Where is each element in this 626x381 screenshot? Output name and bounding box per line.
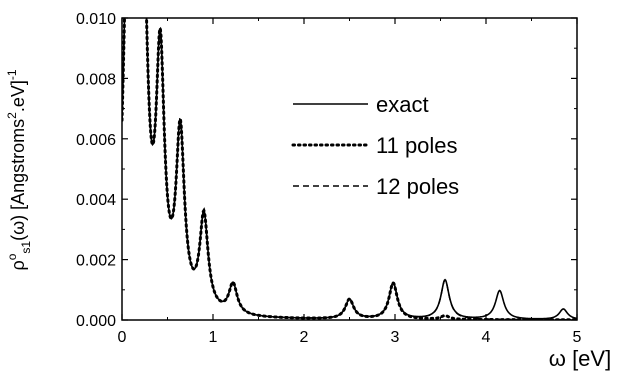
y-tick-label: 0.010 (76, 11, 116, 28)
series-line-1 (122, 18, 577, 320)
legend-label-2: 12 poles (376, 174, 459, 199)
y-axis-title: ρos1(ω) [Angstroms2.eV]-1 (5, 69, 33, 270)
legend-label-1: 11 poles (376, 133, 458, 158)
ylabel-rho: ρ (8, 260, 28, 270)
plot-area: 0 1 2 3 4 5 0.000 0.002 0.004 0.006 0.008 0.010 (76, 11, 582, 346)
x-tick-label: 0 (118, 329, 127, 346)
ylabel-omega: (ω) [Angstroms (8, 119, 28, 241)
ylabel-sup2: 2 (5, 112, 19, 119)
y-tick-label: 0.000 (76, 313, 116, 330)
x-tick-label: 5 (573, 329, 582, 346)
x-axis-title: ω [eV] (549, 346, 611, 371)
y-tick-label: 0.006 (76, 132, 116, 149)
legend: exact 11 poles 12 poles (291, 92, 459, 199)
series-line-0 (122, 18, 577, 320)
y-tick-label: 0.004 (76, 192, 116, 209)
svg-text:ρos1(ω) [Angstroms2.eV]-1: ρos1(ω) [Angstroms2.eV]-1 (5, 69, 33, 270)
ylabel-unit: .eV] (8, 80, 28, 112)
y-tick-label: 0.008 (76, 71, 116, 88)
ylabel-sup3: -1 (5, 69, 19, 80)
x-tick-label: 3 (391, 329, 400, 346)
x-tick-label: 4 (482, 329, 491, 346)
ylabel-sub: s1 (19, 241, 33, 254)
x-tick-label: 2 (300, 329, 309, 346)
y-tick-label: 0.002 (76, 253, 116, 270)
ylabel-sup: o (5, 253, 19, 260)
series-line-2 (122, 18, 577, 320)
x-tick-label: 1 (209, 329, 218, 346)
legend-label-0: exact (376, 92, 429, 117)
plot-frame (121, 17, 578, 321)
